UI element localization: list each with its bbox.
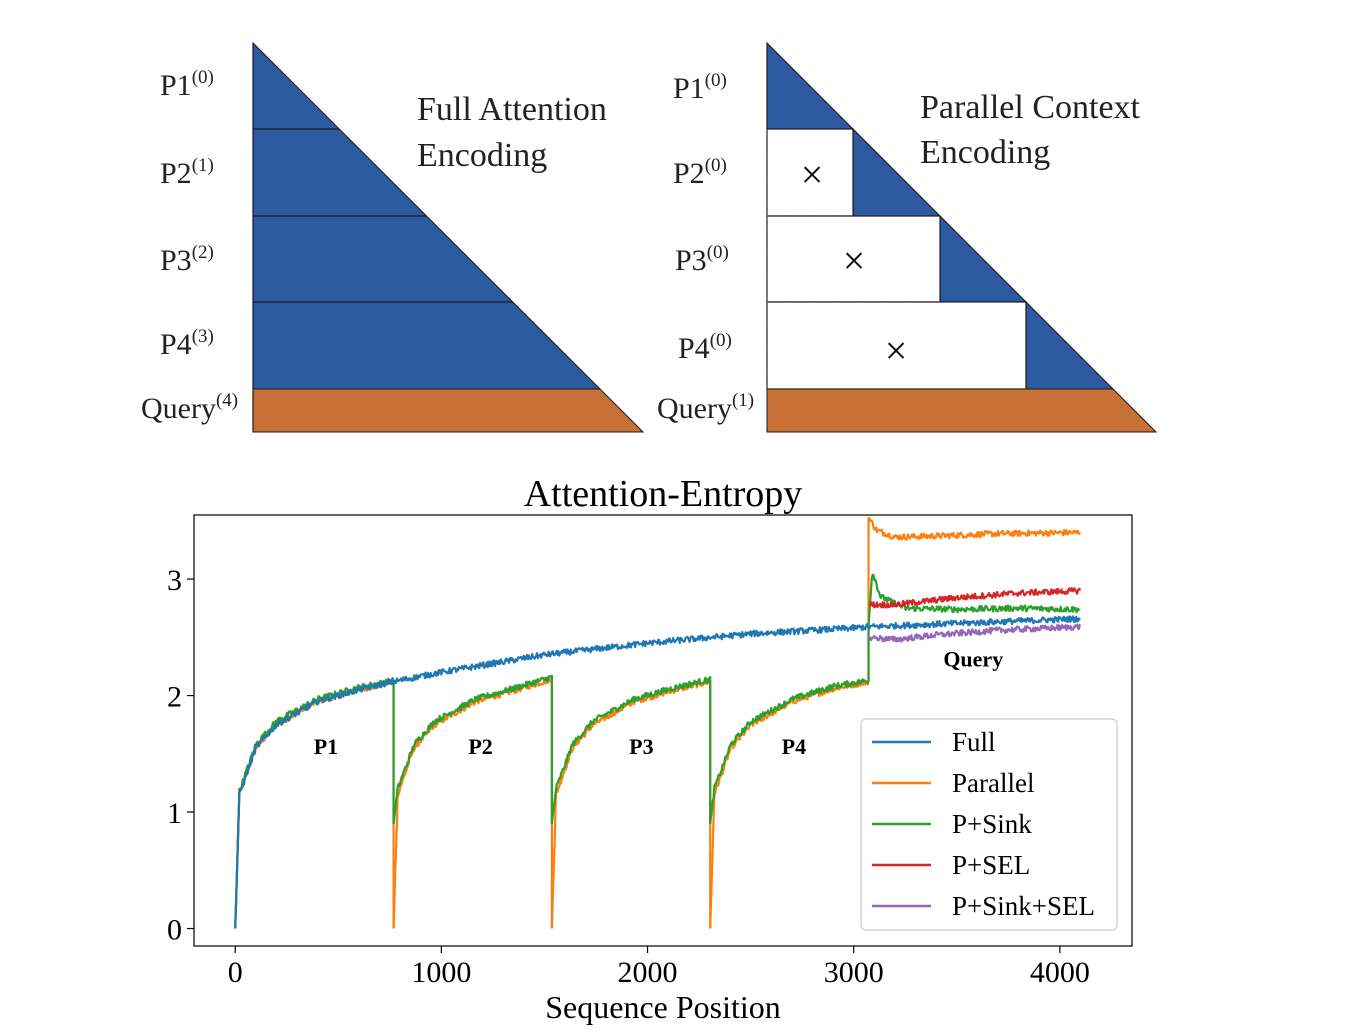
legend-label: P+Sink+SEL: [952, 891, 1095, 921]
full-row-label-p2: P2(1): [160, 155, 214, 190]
masked-region-p3: [766, 215, 941, 303]
parallel-query-band: [766, 388, 1158, 433]
series-line: [234, 615, 1081, 929]
parallel-row-label-p2: P2(0): [673, 155, 727, 190]
segment-annotation: P4: [782, 734, 806, 759]
mask-cross-icon: ×: [885, 328, 908, 373]
x-tick-label: 0: [228, 956, 243, 989]
series-line: [709, 678, 870, 824]
parallel-row-label-query: Query(1): [657, 390, 754, 425]
segment-annotation: Query: [943, 646, 1003, 671]
x-tick-label: 4000: [1030, 956, 1090, 989]
legend: Full Parallel P+Sink P+SEL P+Sink+SEL: [860, 718, 1118, 931]
full-row-label-p3: P3(2): [160, 242, 214, 277]
full-attention-diagram: P1(0) P2(1) P3(2) P4(3) Query(4) Full At…: [141, 41, 645, 433]
series-line: [868, 623, 1081, 643]
series-p-sink-sel: [868, 623, 1081, 643]
parallel-title-line2: Encoding: [920, 134, 1050, 171]
x-tick-label: 1000: [411, 956, 471, 989]
parallel-block-p4: [1025, 300, 1115, 390]
segment-annotation: P2: [468, 734, 492, 759]
full-query-band: [252, 388, 645, 433]
parallel-row-label-p1: P1(0): [673, 70, 727, 105]
parallel-row-label-p4: P4(0): [678, 330, 732, 365]
chart-title: Attention-Entropy: [524, 473, 803, 515]
y-tick-label: 3: [167, 564, 182, 597]
parallel-row-label-p3: P3(0): [675, 242, 729, 277]
series-line: [867, 516, 1081, 541]
masked-region-p2: [766, 128, 854, 217]
parallel-title-line1: Parallel Context: [920, 89, 1141, 126]
legend-label: Full: [952, 727, 996, 757]
series-p-sink: [234, 573, 1081, 929]
x-axis-label: Sequence Position: [545, 989, 781, 1025]
masked-region-p4: [766, 301, 1027, 390]
y-tick-label: 1: [167, 797, 182, 830]
series-p-sel: [868, 587, 1081, 609]
x-tick-label: 2000: [618, 956, 678, 989]
parallel-block-p1: [766, 41, 855, 130]
ticks-layer: 0 1000 2000 3000 4000 0 1 2 3: [167, 564, 1090, 989]
legend-box: [860, 718, 1118, 931]
y-tick-label: 0: [167, 914, 182, 947]
parallel-context-diagram: × × × P1(0) P2(0) P3(0) P4(0) Query(1) P…: [657, 41, 1158, 433]
full-row-label-query: Query(4): [141, 390, 238, 425]
series-line: [868, 587, 1081, 609]
legend-label: Parallel: [952, 768, 1034, 798]
legend-label: P+SEL: [952, 850, 1030, 880]
full-row-label-p1: P1(0): [160, 67, 214, 102]
segment-annotation: P3: [629, 734, 653, 759]
legend-label: P+Sink: [952, 809, 1032, 839]
full-title-line1: Full Attention: [417, 91, 607, 128]
series-line: [550, 679, 712, 929]
series-layer: [234, 516, 1081, 929]
y-tick-label: 2: [167, 681, 182, 714]
annotations-layer: P1 P2 P3 P4 Query: [314, 646, 1003, 758]
series-full: [234, 615, 1081, 929]
parallel-block-p3: [939, 214, 1028, 303]
mask-cross-icon: ×: [801, 152, 824, 197]
mask-cross-icon: ×: [843, 238, 866, 283]
series-line: [392, 674, 553, 824]
entropy-chart: Attention-Entropy 0 1000 2000 3000 40000123 …: [167, 473, 1133, 1025]
full-row-label-p4: P4(3): [160, 326, 214, 361]
segment-annotation: P1: [314, 734, 338, 759]
x-tick-label: 3000: [824, 956, 884, 989]
full-title-line2: Encoding: [417, 137, 547, 174]
series-line: [550, 675, 712, 824]
